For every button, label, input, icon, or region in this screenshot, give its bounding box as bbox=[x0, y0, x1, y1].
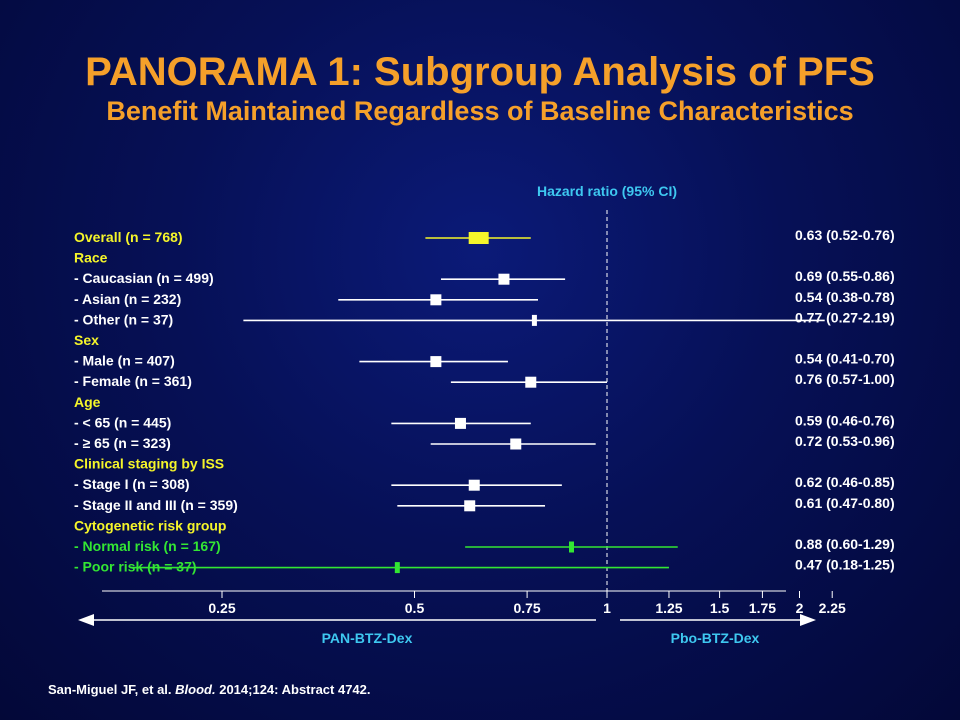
x-tick-label-1: 0.5 bbox=[405, 600, 425, 616]
citation-authors: San-Miguel JF, et al. bbox=[48, 682, 172, 697]
row-label-9: - < 65 (n = 445) bbox=[74, 414, 171, 430]
slide-subtitle: Benefit Maintained Regardless of Baselin… bbox=[106, 96, 854, 126]
axis-title: Hazard ratio (95% CI) bbox=[537, 183, 677, 199]
hr-value-16: 0.47 (0.18-1.25) bbox=[795, 557, 895, 573]
row-label-16: - Poor risk (n = 37) bbox=[74, 559, 197, 575]
hr-value-3: 0.54 (0.38-0.78) bbox=[795, 289, 895, 305]
hr-value-2: 0.69 (0.55-0.86) bbox=[795, 268, 895, 284]
point-estimate-6 bbox=[430, 356, 442, 368]
x-tick-label-2: 0.75 bbox=[513, 600, 540, 616]
row-label-2: - Caucasian (n = 499) bbox=[74, 270, 214, 286]
citation-journal: Blood. bbox=[175, 682, 216, 697]
hr-value-13: 0.61 (0.47-0.80) bbox=[795, 495, 895, 511]
point-estimate-12 bbox=[468, 479, 480, 491]
row-label-4: - Other (n = 37) bbox=[74, 311, 173, 327]
slide-title: PANORAMA 1: Subgroup Analysis of PFS bbox=[85, 50, 875, 94]
row-label-10: - ≥ 65 (n = 323) bbox=[74, 435, 171, 451]
point-estimate-0 bbox=[468, 232, 489, 244]
citation-details: 2014;124: Abstract 4742. bbox=[219, 682, 371, 697]
favors-left-label: PAN-BTZ-Dex bbox=[322, 630, 413, 646]
row-label-8: Age bbox=[74, 394, 101, 410]
row-label-6: - Male (n = 407) bbox=[74, 353, 175, 369]
x-tick-label-8: 2.25 bbox=[819, 600, 846, 616]
row-label-7: - Female (n = 361) bbox=[74, 373, 192, 389]
row-label-12: - Stage I (n = 308) bbox=[74, 476, 190, 492]
point-estimate-4 bbox=[531, 314, 537, 326]
x-tick-label-3: 1 bbox=[603, 600, 611, 616]
x-tick-label-4: 1.25 bbox=[655, 600, 682, 616]
x-tick-label-0: 0.25 bbox=[208, 600, 235, 616]
hr-value-0: 0.63 (0.52-0.76) bbox=[795, 227, 895, 243]
point-estimate-15 bbox=[568, 541, 574, 553]
point-estimate-2 bbox=[498, 273, 510, 285]
hr-value-12: 0.62 (0.46-0.85) bbox=[795, 474, 895, 490]
x-tick-label-7: 2 bbox=[796, 600, 804, 616]
favors-right-arrowhead bbox=[800, 614, 816, 626]
citation: San-Miguel JF, et al. Blood. 2014;124: A… bbox=[48, 682, 371, 697]
favors-right-label: Pbo-BTZ-Dex bbox=[671, 630, 760, 646]
row-label-13: - Stage II and III (n = 359) bbox=[74, 497, 238, 513]
hr-value-6: 0.54 (0.41-0.70) bbox=[795, 351, 895, 367]
row-label-14: Cytogenetic risk group bbox=[74, 517, 226, 533]
point-estimate-3 bbox=[430, 294, 442, 306]
row-label-15: - Normal risk (n = 167) bbox=[74, 538, 221, 554]
hr-value-15: 0.88 (0.60-1.29) bbox=[795, 536, 895, 552]
point-estimate-9 bbox=[454, 417, 466, 429]
row-label-11: Clinical staging by ISS bbox=[74, 456, 224, 472]
favors-left-arrowhead bbox=[78, 614, 94, 626]
hr-value-9: 0.59 (0.46-0.76) bbox=[795, 412, 895, 428]
row-label-5: Sex bbox=[74, 332, 99, 348]
row-label-0: Overall (n = 768) bbox=[74, 229, 183, 245]
point-estimate-10 bbox=[510, 438, 522, 450]
row-label-3: - Asian (n = 232) bbox=[74, 291, 181, 307]
x-tick-label-6: 1.75 bbox=[749, 600, 776, 616]
hr-value-10: 0.72 (0.53-0.96) bbox=[795, 433, 895, 449]
x-tick-label-5: 1.5 bbox=[710, 600, 730, 616]
hr-value-4: 0.77 (0.27-2.19) bbox=[795, 309, 895, 325]
point-estimate-13 bbox=[464, 500, 476, 512]
row-label-1: Race bbox=[74, 250, 108, 266]
hr-value-7: 0.76 (0.57-1.00) bbox=[795, 371, 895, 387]
point-estimate-7 bbox=[525, 376, 537, 388]
point-estimate-16 bbox=[394, 562, 400, 574]
